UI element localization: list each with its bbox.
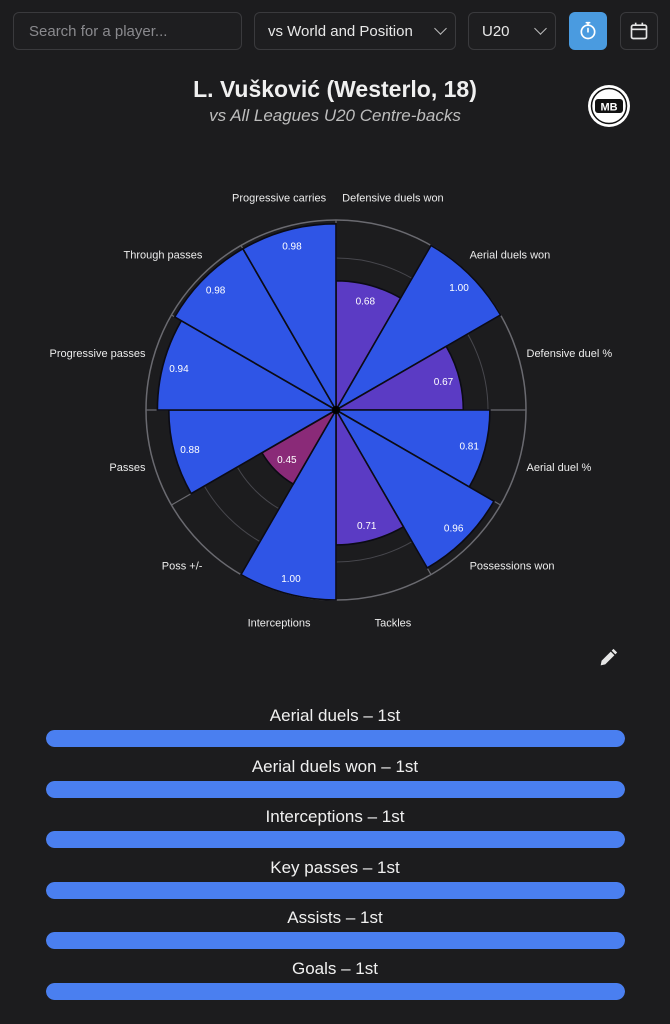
- stopwatch-icon: [580, 21, 596, 40]
- ranking-bar: [46, 932, 625, 950]
- value-label: 0.45: [277, 455, 297, 466]
- chart-center: [332, 406, 340, 414]
- value-label: 0.81: [459, 442, 479, 453]
- radar-wedge: [241, 222, 337, 413]
- metric-label: Aerial duels won: [470, 249, 551, 261]
- rankings-list: Aerial duels – 1st Aerial duels won – 1st…: [0, 700, 670, 1004]
- stopwatch-button[interactable]: [569, 12, 607, 50]
- ranking-label: Key passes – 1st: [270, 857, 400, 877]
- age-group-select[interactable]: U20: [468, 12, 556, 50]
- ranking-label: Goals – 1st: [292, 958, 378, 978]
- metric-label: Tackles: [375, 618, 412, 630]
- value-label: 1.00: [281, 574, 301, 585]
- ranking-bar-fill: [46, 730, 625, 747]
- ranking-label: Assists – 1st: [287, 908, 383, 928]
- radar-wedge: [333, 244, 502, 413]
- radar-wedge: [239, 407, 337, 601]
- comparison-select-value: vs World and Position: [268, 22, 413, 40]
- value-label: 1.00: [449, 283, 469, 294]
- metric-label: Defensive duels won: [342, 192, 444, 204]
- value-label: 0.96: [444, 524, 464, 535]
- comparison-select[interactable]: vs World and Position: [254, 12, 456, 50]
- calendar-icon: [630, 22, 648, 40]
- player-title: L. Vušković (Westerlo, 18): [193, 76, 477, 102]
- player-search-field[interactable]: [13, 12, 242, 50]
- ranking-bar: [46, 881, 625, 899]
- metric-label: Passes: [109, 462, 146, 474]
- value-label: 0.94: [169, 364, 189, 375]
- radar-wedge: [167, 409, 339, 495]
- value-label: 0.88: [180, 445, 200, 456]
- value-label: 0.98: [206, 286, 226, 297]
- ranking-label: Aerial duels won – 1st: [251, 756, 419, 776]
- age-group-select-value: U20: [482, 22, 510, 40]
- toolbar: vs World and Position U20: [13, 12, 658, 52]
- ranking-bar-fill: [46, 831, 625, 849]
- ranking-label: Aerial duels – 1st: [269, 706, 401, 725]
- radar-wedge: [333, 407, 496, 570]
- ranking-row: Aerial duels – 1st: [0, 700, 670, 751]
- ranking-row: Aerial duels won – 1st: [0, 751, 670, 802]
- ranking-bar-fill: [46, 780, 625, 798]
- metric-label: Possessions won: [470, 561, 555, 573]
- ranking-bar: [46, 831, 625, 849]
- metric-label: Aerial duel %: [527, 462, 592, 474]
- ranking-bar-fill: [46, 881, 625, 899]
- metric-label: Progressive carries: [232, 192, 327, 204]
- ranking-bar: [46, 730, 625, 747]
- metric-label: Defensive duel %: [527, 348, 613, 360]
- metric-label: Interceptions: [248, 618, 311, 630]
- calendar-button[interactable]: [620, 12, 658, 50]
- ranking-bar-fill: [46, 982, 625, 1000]
- radar-wedge: [173, 247, 339, 413]
- ranking-bar: [46, 982, 625, 1000]
- metric-label: Poss +/-: [162, 561, 203, 573]
- ranking-row: Goals – 1st: [0, 953, 670, 1004]
- value-label: 0.98: [282, 242, 302, 253]
- radar-wedge: [156, 319, 339, 411]
- logo-text: MB: [600, 102, 617, 114]
- player-search-input[interactable]: [27, 21, 236, 41]
- brand-logo: MB: [588, 85, 630, 127]
- metric-label: Progressive passes: [49, 348, 145, 360]
- value-label: 0.67: [434, 377, 454, 388]
- value-label: 0.71: [357, 521, 377, 532]
- value-label: 0.68: [356, 297, 376, 308]
- ranking-row: Key passes – 1st: [0, 852, 670, 903]
- ranking-row: Assists – 1st: [0, 902, 670, 953]
- ranking-label: Interceptions – 1st: [265, 807, 405, 827]
- radar-chart: 0.68 1.00 0.67 0.81 0.96 0.71 1.00 0.45 0.88 0.94…: [49, 192, 613, 630]
- ranking-bar-fill: [46, 932, 625, 950]
- ranking-bar: [46, 780, 625, 798]
- ranking-row: Interceptions – 1st: [0, 801, 670, 852]
- pencil-icon[interactable]: [597, 647, 619, 669]
- metric-label: Through passes: [124, 249, 203, 261]
- comparison-subtitle: vs All Leagues U20 Centre-backs: [209, 106, 461, 125]
